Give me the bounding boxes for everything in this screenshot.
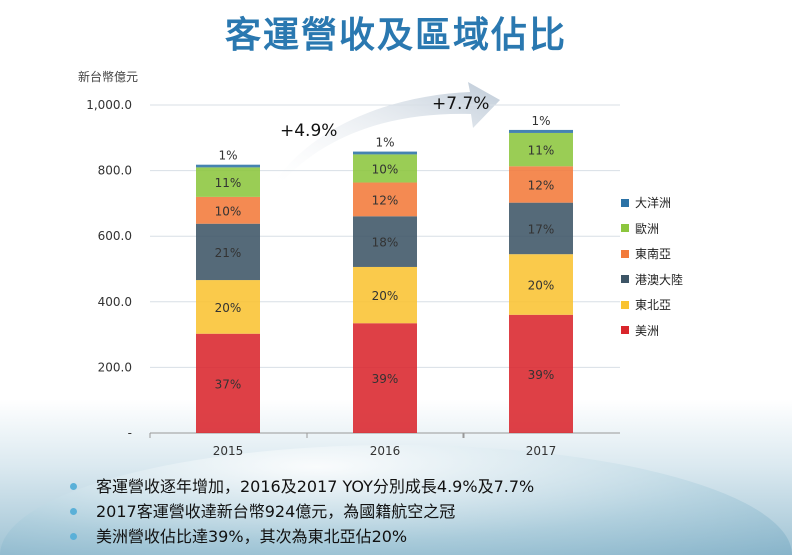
data-label: 39% [528,368,555,382]
y-tick-label: 600.0 [98,229,132,243]
bar-segment-2015-大洋洲 [196,164,260,168]
data-label: 39% [372,372,399,386]
page-title: 客運營收及區域佔比 [224,15,567,56]
legend-swatch [621,224,629,233]
data-label: 20% [528,278,555,292]
growth-label-2017: +7.7% [432,94,489,114]
bullet-item: 客運營收逐年增加，2016及2017 YOY分別成長4.9%及7.7% [70,474,770,499]
bar-segment-2015-美洲 [196,333,260,433]
data-label: 20% [372,289,399,303]
bar-segment-2017-大洋洲 [509,129,573,133]
growth-label-2016: +4.9% [280,121,337,141]
bar-segment-2017-港澳大陸 [509,202,573,255]
legend-swatch [621,275,629,284]
bar-segment-2015-歐洲 [196,167,260,197]
bar-segment-2016-東南亞 [353,182,417,217]
x-tick-label: 2017 [526,444,557,458]
bar-segment-2017-美洲 [509,314,573,433]
legend-item: 東南亞 [621,241,683,267]
legend-label: 大洋洲 [635,196,672,211]
bar-segment-2015-東南亞 [196,196,260,224]
x-tick-label: 2016 [370,444,401,458]
legend-swatch [621,198,629,207]
y-tick-label: 800.0 [98,164,132,178]
data-label: 20% [215,301,242,315]
data-label: 10% [372,162,399,176]
legend-label: 歐洲 [635,221,660,236]
bullet-item: 2017客運營收達新台幣924億元，為國籍航空之冠 [70,499,770,524]
bullet-list: 客運營收逐年增加，2016及2017 YOY分別成長4.9%及7.7% 2017… [70,474,770,549]
bar-segment-2015-港澳大陸 [196,223,260,281]
bar-segment-2016-大洋洲 [353,151,417,155]
data-label: 12% [528,178,555,192]
y-axis-unit-label: 新台幣億元 [78,70,139,84]
data-label: 21% [215,246,242,260]
legend-item: 大洋洲 [621,190,683,216]
data-label: 1% [531,114,550,128]
bar-segment-2017-歐洲 [509,132,573,167]
y-tick-label: 200.0 [98,360,132,374]
legend-item: 歐洲 [621,216,683,242]
data-label: 11% [215,176,242,190]
legend-label: 東南亞 [635,247,672,262]
bullet-item: 美洲營收佔比達39%，其次為東北亞佔20% [70,524,770,549]
legend-label: 港澳大陸 [635,272,684,287]
bar-segment-2016-歐洲 [353,154,417,183]
legend-item: 港澳大陸 [621,267,683,293]
y-tick-label: 400.0 [98,295,132,309]
data-label: 18% [372,236,399,250]
legend-label: 東北亞 [635,298,672,313]
legend-swatch [621,300,629,309]
bar-segment-2017-東南亞 [509,166,573,203]
bar-segment-2016-東北亞 [353,266,417,324]
legend-item: 東北亞 [621,292,683,318]
bar-segment-2017-東北亞 [509,254,573,315]
data-label: 1% [375,136,394,150]
data-label: 37% [215,377,242,391]
stacked-bar-chart: - 200.0 400.0 600.0 800.0 1,000.0 37% 20% 21% 10… [86,82,620,458]
chart-legend: 大洋洲歐洲東南亞港澳大陸東北亞美洲 [621,190,683,343]
data-label: 1% [218,149,237,163]
legend-swatch [621,326,629,335]
bar-segment-2016-港澳大陸 [353,216,417,267]
legend-swatch [621,249,629,258]
x-tick-label: 2015 [213,444,244,458]
legend-item: 美洲 [621,318,683,344]
legend-label: 美洲 [635,323,660,338]
y-tick-label: 1,000.0 [86,98,132,112]
data-label: 10% [215,204,242,218]
growth-arrow [276,82,500,182]
data-label: 12% [372,193,399,207]
data-label: 17% [528,222,555,236]
y-tick-label: - [128,426,132,440]
bar-segment-2015-東北亞 [196,280,260,334]
data-label: 11% [528,144,555,158]
bar-segment-2016-美洲 [353,323,417,433]
